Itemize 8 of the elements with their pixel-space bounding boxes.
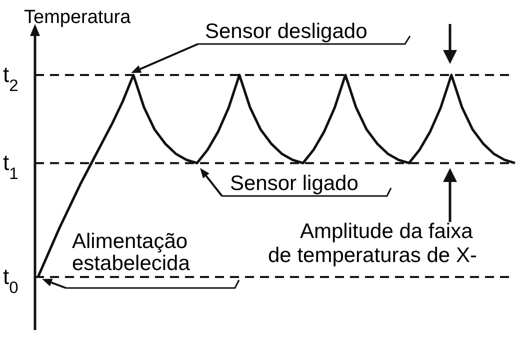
annotation: Sensor ligado <box>230 172 358 195</box>
annotation: Alimentação estabelecida <box>72 230 190 275</box>
y-axis-title: Temperatura <box>24 7 132 28</box>
ref-line-label: t$_{2}$ <box>3 62 18 95</box>
ref-line-label: t$_{1}$ <box>3 150 18 184</box>
annotation: Amplitude da faixa de temperaturas de X- <box>268 220 477 267</box>
text: Sensor desligado <box>205 20 368 43</box>
ref-line-label: t$_{0}$ <box>3 264 18 297</box>
